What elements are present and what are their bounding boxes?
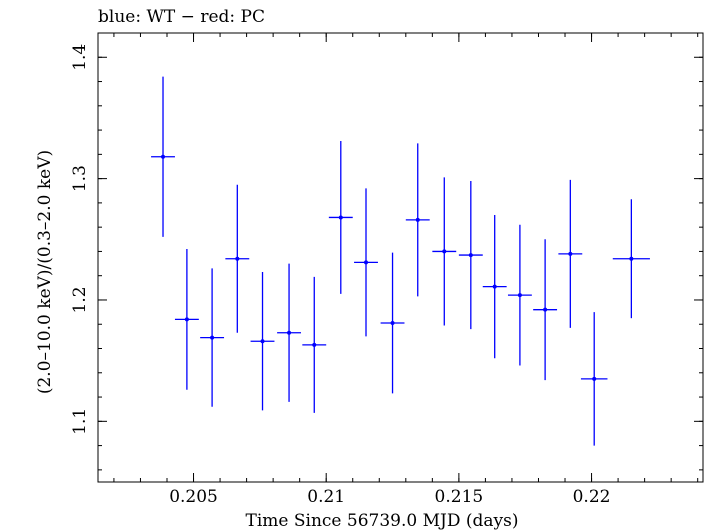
- point-marker: [161, 154, 166, 159]
- data-point: [200, 268, 225, 407]
- data-points: [151, 76, 650, 446]
- plot-frame: [97, 32, 704, 483]
- data-point: [507, 224, 532, 366]
- point-marker: [184, 317, 189, 322]
- data-point: [354, 188, 378, 337]
- data-point: [558, 179, 583, 328]
- x-axis-label: Time Since 56739.0 MJD (days): [246, 511, 519, 531]
- point-marker: [629, 256, 634, 261]
- point-marker: [364, 260, 369, 265]
- data-point: [533, 239, 558, 381]
- point-marker: [338, 215, 343, 220]
- data-point: [151, 76, 175, 237]
- data-point: [458, 181, 483, 330]
- data-point: [250, 272, 275, 411]
- x-tick-label: 0.215: [435, 487, 484, 507]
- data-point: [302, 276, 327, 413]
- data-point: [405, 143, 430, 297]
- data-point: [225, 184, 250, 333]
- x-tick-label: 0.205: [169, 487, 218, 507]
- data-point: [432, 177, 457, 326]
- point-marker: [468, 253, 473, 258]
- point-marker: [312, 342, 317, 347]
- point-marker: [492, 284, 497, 289]
- x-tick-label: 0.21: [307, 487, 345, 507]
- data-point: [612, 199, 650, 319]
- y-tick-label: 1.1: [70, 408, 90, 435]
- x-tick-label: 0.22: [573, 487, 611, 507]
- axis-ticks: [98, 32, 703, 482]
- y-tick-label: 1.2: [70, 286, 90, 313]
- point-marker: [235, 256, 240, 261]
- point-marker: [568, 251, 573, 256]
- data-point: [482, 215, 507, 359]
- data-point: [380, 252, 405, 394]
- data-point: [580, 312, 608, 446]
- point-marker: [287, 330, 292, 335]
- x-tick-labels: 0.205 0.21 0.215 0.22: [169, 487, 610, 507]
- point-marker: [543, 307, 548, 312]
- point-marker: [517, 293, 522, 298]
- point-marker: [442, 249, 447, 254]
- chart-title: blue: WT − red: PC: [98, 7, 265, 27]
- data-point: [277, 263, 301, 402]
- point-marker: [415, 217, 420, 222]
- y-tick-label: 1.3: [70, 165, 90, 192]
- data-point: [174, 249, 199, 390]
- point-marker: [210, 335, 215, 340]
- y-tick-labels: 1.1 1.2 1.3 1.4: [70, 44, 90, 435]
- y-axis-label: (2.0–10.0 keV)/(0.3–2.0 keV): [35, 150, 55, 394]
- data-point: [328, 141, 353, 294]
- y-tick-label: 1.4: [70, 44, 90, 71]
- point-marker: [260, 339, 265, 344]
- point-marker: [390, 321, 395, 326]
- point-marker: [592, 376, 597, 381]
